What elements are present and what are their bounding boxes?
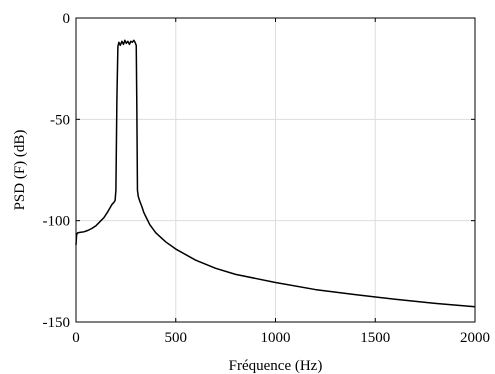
x-tick-label: 1000 (261, 330, 291, 346)
y-tick-label: 0 (63, 11, 71, 27)
y-tick-label: -100 (43, 214, 71, 230)
x-tick-label: 2000 (460, 330, 490, 346)
tick-labels: 0 500 1000 1500 2000 0 -50 -100 -150 (43, 11, 491, 346)
psd-series-line (75, 39, 476, 308)
x-tick-label: 0 (72, 330, 80, 346)
x-axis-label: Fréquence (Hz) (229, 358, 323, 374)
y-tick-label: -50 (50, 112, 70, 128)
x-tick-label: 1500 (360, 330, 390, 346)
x-tick-label: 500 (165, 330, 188, 346)
axis-ticks (75, 17, 476, 323)
y-tick-label: -150 (43, 315, 71, 331)
y-axis-label: PSD (F) (dB) (12, 130, 28, 211)
